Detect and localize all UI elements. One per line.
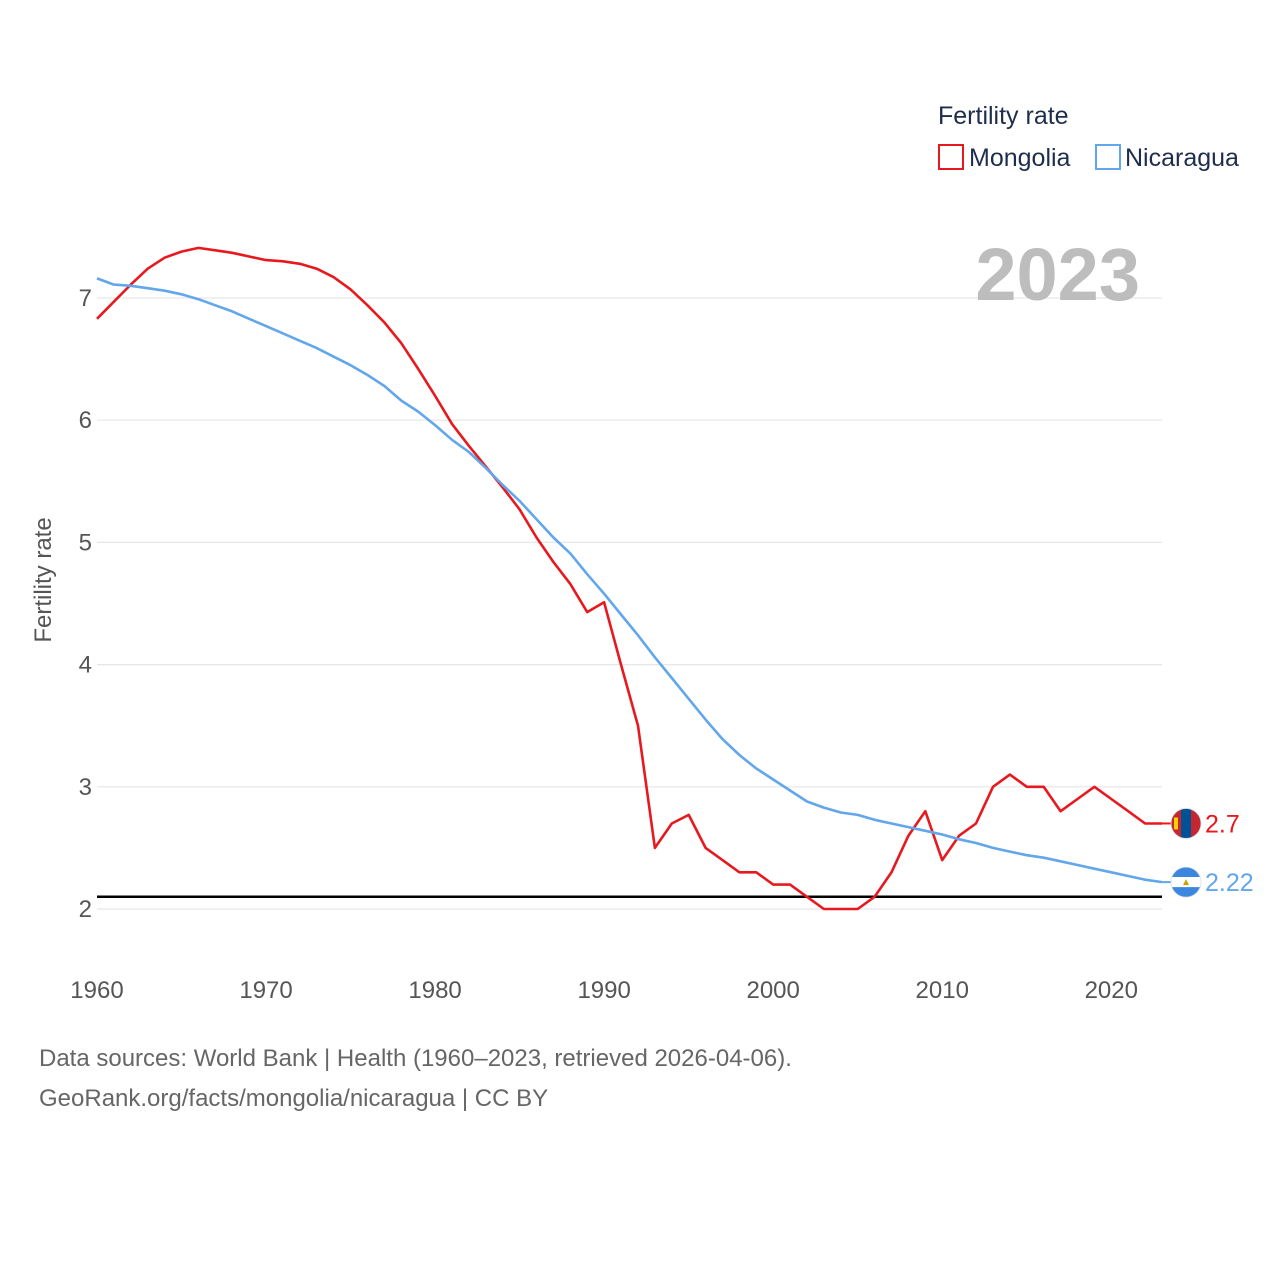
mongolia-flag-icon bbox=[1170, 808, 1202, 839]
legend-item-mongolia[interactable]: Mongolia bbox=[938, 144, 1071, 172]
legend-swatch-nicaragua bbox=[1095, 144, 1121, 170]
end-value-label-mongolia: 2.7 bbox=[1205, 810, 1240, 838]
x-tick-label: 2020 bbox=[1085, 977, 1138, 1004]
legend-swatch-mongolia bbox=[938, 144, 964, 170]
end-value-label-nicaragua: 2.22 bbox=[1205, 869, 1254, 897]
series-line-mongolia bbox=[96, 246, 1162, 911]
series-line-nicaragua bbox=[96, 277, 1163, 884]
y-tick-label: 4 bbox=[79, 652, 92, 679]
y-tick-label: 7 bbox=[79, 285, 92, 312]
series-end-markers: 2.7 2.22 bbox=[1162, 808, 1254, 898]
legend-item-nicaragua[interactable]: Nicaragua bbox=[1095, 144, 1239, 172]
x-tick-label: 2010 bbox=[916, 977, 969, 1004]
y-axis-ticks: 2 3 4 5 6 7 bbox=[79, 285, 92, 923]
current-year-label: 2023 bbox=[975, 233, 1140, 316]
series-lines bbox=[96, 246, 1163, 911]
y-tick-label: 6 bbox=[79, 407, 92, 434]
y-tick-label: 2 bbox=[79, 896, 92, 923]
attribution-link[interactable]: GeoRank.org/facts/mongolia/nicaragua | C… bbox=[39, 1085, 549, 1112]
x-tick-label: 1980 bbox=[408, 977, 461, 1004]
nicaragua-flag-icon bbox=[1170, 866, 1202, 898]
x-tick-label: 2000 bbox=[746, 977, 799, 1004]
y-tick-label: 3 bbox=[79, 774, 92, 801]
y-axis-label: Fertility rate bbox=[30, 517, 57, 642]
legend: Fertility rate Mongolia Nicaragua bbox=[938, 102, 1239, 172]
y-tick-label: 5 bbox=[79, 529, 92, 556]
x-axis-ticks: 1960 1970 1980 1990 2000 2010 2020 bbox=[70, 977, 1138, 1004]
legend-label-mongolia: Mongolia bbox=[969, 144, 1071, 172]
legend-label-nicaragua: Nicaragua bbox=[1125, 144, 1239, 172]
legend-title: Fertility rate bbox=[938, 102, 1069, 130]
grid-lines bbox=[97, 297, 1162, 910]
x-tick-label: 1990 bbox=[577, 977, 630, 1004]
data-sources-note: Data sources: World Bank | Health (1960–… bbox=[39, 1045, 792, 1072]
x-tick-label: 1960 bbox=[70, 977, 123, 1004]
x-tick-label: 1970 bbox=[239, 977, 292, 1004]
